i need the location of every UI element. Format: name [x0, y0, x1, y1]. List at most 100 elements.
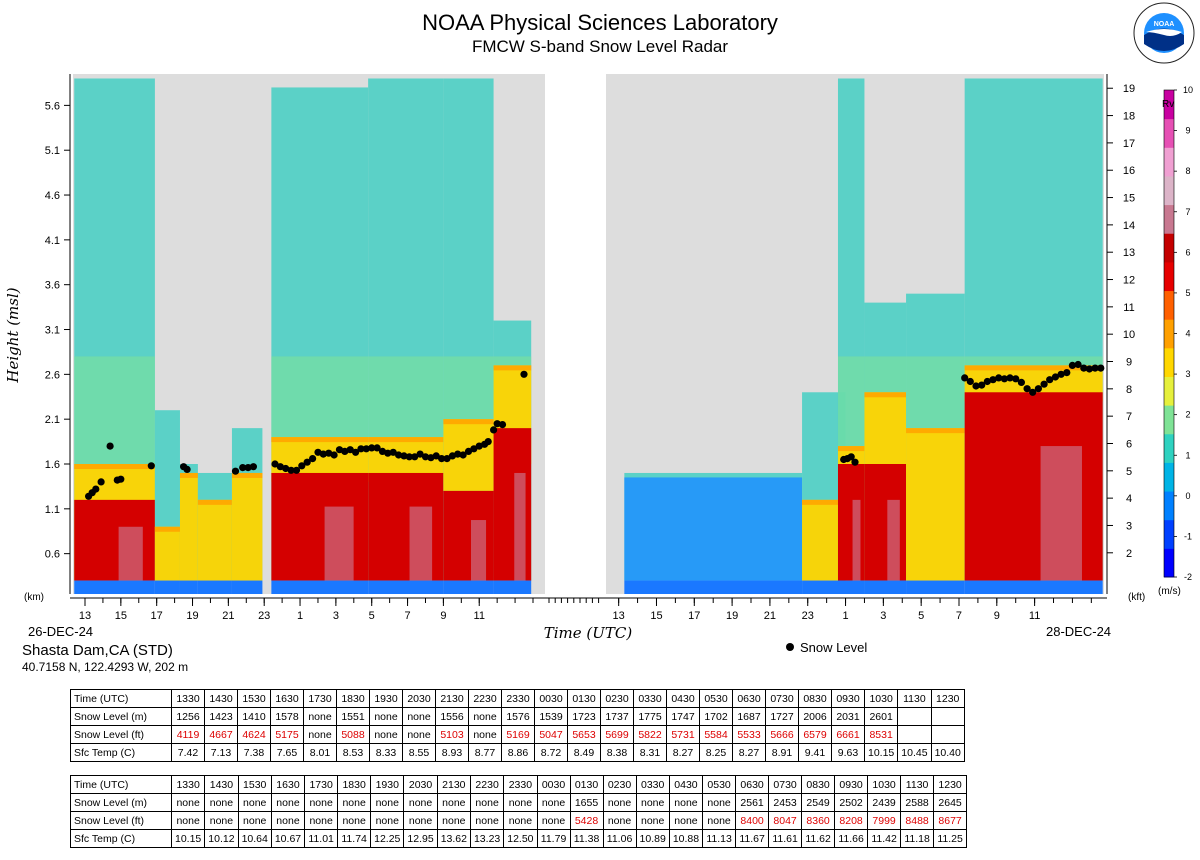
echo-block-6: [271, 87, 369, 594]
table-cell: 12.25: [370, 829, 405, 848]
observation-table-day2: Time (UTC) 1330 1430 1530 1630 1730 1830 1930 20…: [70, 775, 968, 848]
table-cell: none: [402, 725, 436, 744]
snow-level-point: [106, 442, 114, 450]
snow-level-point: [1063, 369, 1071, 377]
table-cell: 8400: [735, 811, 770, 830]
y-tick-label-kft: 2: [1126, 548, 1132, 560]
table-cell: none: [469, 811, 505, 830]
table-cell: none: [369, 725, 403, 744]
snow-level-point: [352, 448, 360, 456]
snow-level-point: [147, 462, 155, 470]
table-cell: none: [503, 811, 538, 830]
table-cell: none: [436, 793, 471, 812]
x-tick-label: 11: [1029, 610, 1040, 622]
table-cell: 8.25: [699, 743, 733, 762]
table-cell: none: [668, 793, 704, 812]
table-cell: 7.65: [270, 743, 304, 762]
table-cell: 1727: [765, 707, 799, 726]
snow-level-point: [1034, 385, 1042, 393]
table-cell: 7999: [867, 811, 902, 830]
y-tick-label-kft: 14: [1123, 220, 1135, 232]
colorbar-swatch: [1164, 204, 1174, 234]
table-cell: 2549: [801, 793, 836, 812]
table-cell: 5584: [699, 725, 733, 744]
table-cell: none: [403, 811, 438, 830]
snow-level-point: [249, 463, 257, 471]
table-cell: 5699: [600, 725, 634, 744]
snow-level-point: [405, 453, 413, 461]
table-cell: 0430: [668, 775, 704, 794]
table-cell: 0130: [567, 689, 601, 708]
table-cell: 10.15: [863, 743, 899, 762]
table-cell: none: [237, 811, 272, 830]
date-end-label: 28-DEC-24: [1046, 624, 1111, 639]
table-cell: none: [436, 811, 471, 830]
table-cell: 0530: [702, 775, 737, 794]
colorbar-swatch: [1164, 347, 1174, 377]
table-cell: 5731: [666, 725, 700, 744]
colorbar-tick-label: 7: [1185, 207, 1190, 217]
snow-level-point: [459, 451, 467, 459]
table-cell: 1551: [336, 707, 370, 726]
snow-level-point: [400, 452, 408, 460]
snow-level-point: [282, 464, 290, 473]
table-cell: 8.27: [666, 743, 700, 762]
table-cell: none: [237, 793, 272, 812]
table-cell: 1737: [600, 707, 634, 726]
table-cell: 11.25: [933, 829, 968, 848]
table-row-header: Time (UTC): [70, 775, 172, 794]
y-tick-label-kft: 17: [1123, 138, 1135, 150]
table-cell: 2439: [867, 793, 902, 812]
table-cell: 1130: [900, 775, 935, 794]
table-cell: 12.95: [403, 829, 438, 848]
snow-level-point: [309, 455, 317, 463]
colorbar-tick-label: 4: [1185, 329, 1190, 339]
table-cell: none: [170, 793, 206, 812]
colorbar-swatch: [1164, 290, 1174, 320]
table-cell: [897, 725, 932, 744]
y-tick-label-km: 5.1: [45, 145, 60, 157]
y-tick-label-kft: 10: [1123, 329, 1135, 341]
table-cell: 11.62: [801, 829, 836, 848]
echo-block-4: [197, 472, 232, 594]
snow-level-point: [961, 374, 969, 382]
colorbar-tick-label: 6: [1185, 247, 1190, 257]
table-cell: none: [503, 793, 538, 812]
table-cell: 0130: [569, 775, 604, 794]
table-cell: 8488: [900, 811, 935, 830]
table-cell: 2031: [831, 707, 865, 726]
y-tick-label-kft: 18: [1123, 111, 1135, 123]
table-cell: 11.18: [900, 829, 935, 848]
table-cell: 2030: [403, 775, 438, 794]
table-cell: none: [303, 725, 337, 744]
snow-level-point: [1046, 376, 1054, 384]
table-cell: 8.72: [534, 743, 568, 762]
table-cell: 8531: [863, 725, 899, 744]
y-tick-label-km: 2.6: [45, 369, 60, 381]
table-row: Snow Level (m) 1256 1423 1410 1578 none 1551 no…: [70, 707, 965, 726]
table-cell: 10.89: [635, 829, 670, 848]
table-cell: 10.15: [170, 829, 206, 848]
table-cell: 5822: [633, 725, 667, 744]
radar-chart: 0.61.11.62.12.63.13.64.14.65.15.62345678…: [4, 74, 1193, 642]
table-cell: 1687: [732, 707, 766, 726]
x-tick-label: 9: [994, 610, 1000, 622]
table-cell: none: [602, 811, 637, 830]
table-cell: 7.13: [204, 743, 238, 762]
site-name: Shasta Dam,CA (STD): [22, 642, 173, 659]
y-tick-label-km: 1.1: [45, 504, 60, 516]
y-tick-label-kft: 6: [1126, 438, 1132, 450]
table-cell: none: [270, 811, 306, 830]
snow-level-point: [966, 377, 974, 386]
x-tick-label: 17: [151, 610, 163, 622]
table-cell: 13.23: [469, 829, 505, 848]
snow-level-point: [520, 370, 528, 378]
colorbar-tick-label: -1: [1184, 531, 1192, 541]
colorbar-tick-label: -2: [1184, 572, 1192, 582]
colorbar-tick-label: 0: [1185, 491, 1190, 501]
table-cell: 8.91: [765, 743, 799, 762]
table-cell: 8.93: [435, 743, 469, 762]
table-cell: none: [468, 725, 502, 744]
x-tick-label: 23: [802, 610, 814, 622]
x-tick-label: 5: [918, 610, 924, 622]
